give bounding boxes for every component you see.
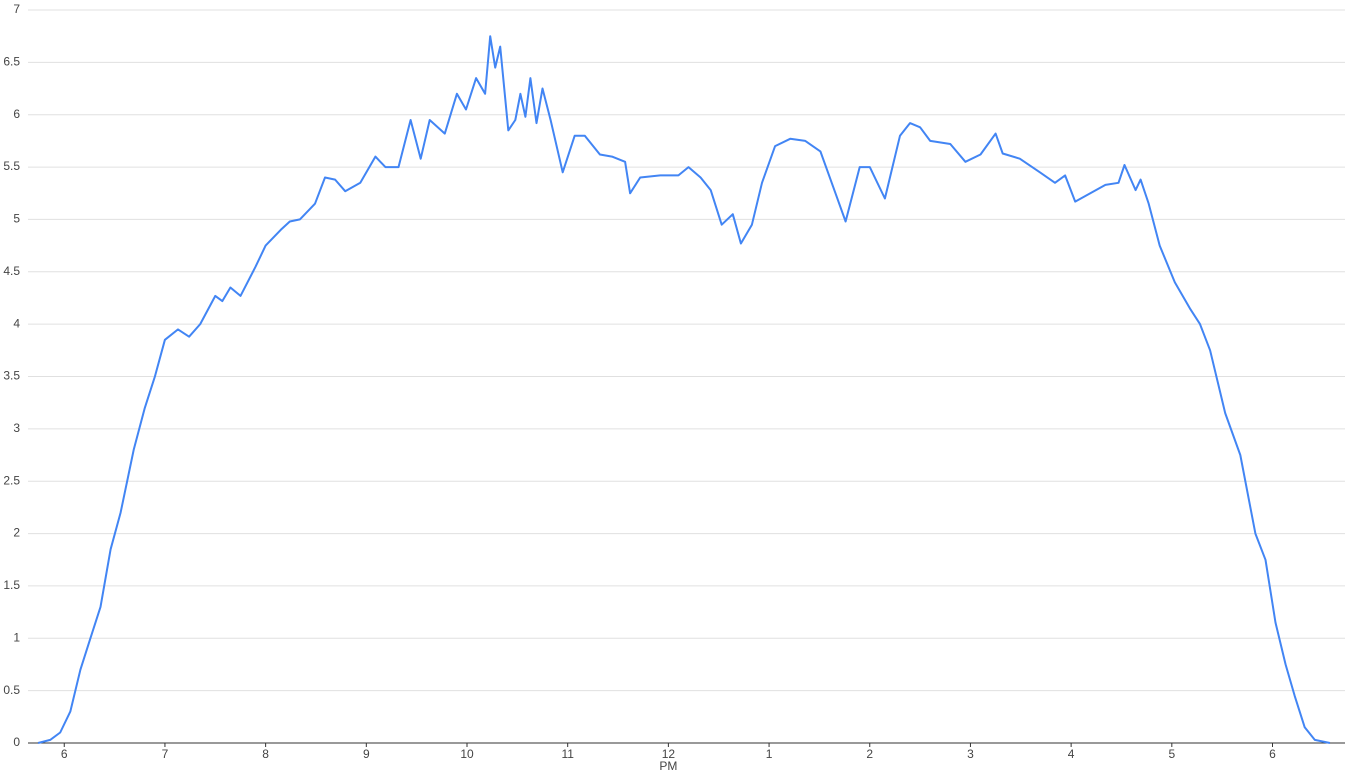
y-tick-label: 4 xyxy=(13,316,20,330)
x-tick-label: 4 xyxy=(1068,747,1075,761)
y-tick-label: 7 xyxy=(13,2,20,16)
x-tick-label: 6 xyxy=(1269,747,1276,761)
y-tick-label: 5.5 xyxy=(3,159,20,173)
line-series xyxy=(37,35,1331,744)
y-tick-label: 0.5 xyxy=(3,683,20,697)
x-tick-label: 2 xyxy=(866,747,873,761)
y-tick-label: 1 xyxy=(13,630,20,644)
y-tick-label: 3 xyxy=(13,421,20,435)
y-tick-label: 5 xyxy=(13,212,20,226)
y-tick-label: 6.5 xyxy=(3,55,20,69)
y-tick-label: 3.5 xyxy=(3,369,20,383)
y-tick-label: 4.5 xyxy=(3,264,20,278)
x-tick-label: 11 xyxy=(561,747,574,761)
y-tick-label: 2.5 xyxy=(3,473,20,487)
y-tick-label: 1.5 xyxy=(3,578,20,592)
x-tick-label: 10 xyxy=(460,747,474,761)
x-tick-label: 12 xyxy=(662,747,676,761)
x-tick-label: 7 xyxy=(162,747,169,761)
x-tick-label: 9 xyxy=(363,747,370,761)
x-tick-label: 3 xyxy=(967,747,974,761)
x-tick-label: 8 xyxy=(262,747,269,761)
x-tick-label: 6 xyxy=(61,747,68,761)
x-tick-sublabel: PM xyxy=(659,759,677,773)
x-tick-label: 1 xyxy=(766,747,773,761)
x-tick-label: 5 xyxy=(1168,747,1175,761)
y-tick-label: 6 xyxy=(13,107,20,121)
y-tick-label: 2 xyxy=(13,526,20,540)
y-tick-label: 0 xyxy=(13,735,20,749)
